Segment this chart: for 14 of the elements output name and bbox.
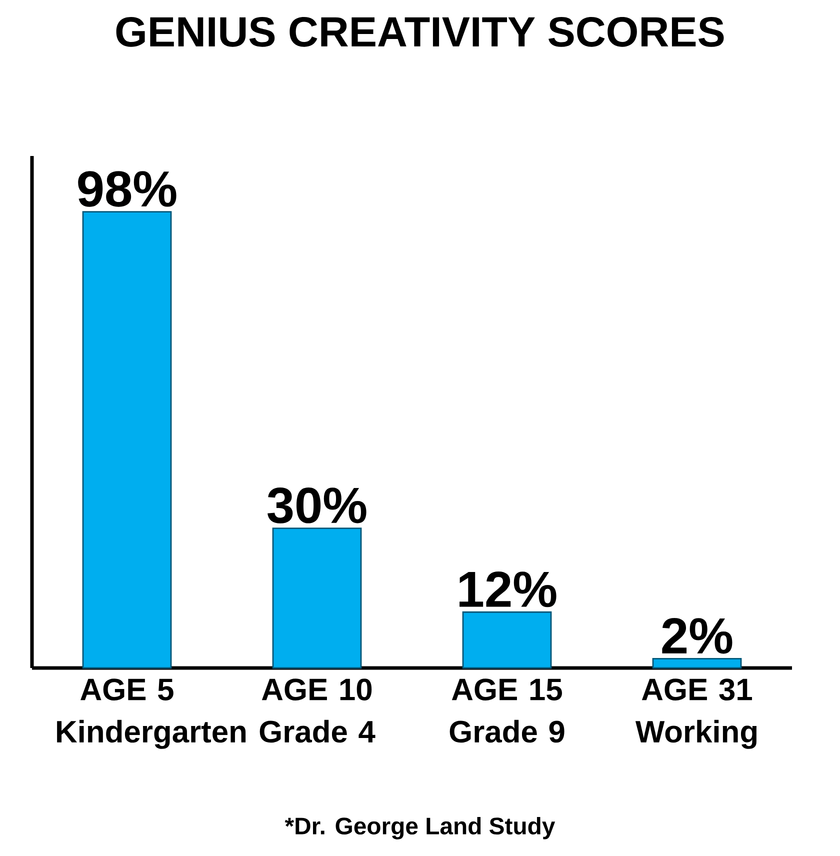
- x-tick-label: AGE 10 Grade 4: [260, 678, 376, 743]
- data-label: 98%: [78, 171, 176, 207]
- bar: [652, 658, 742, 669]
- data-label: 12%: [460, 571, 556, 608]
- chart-title: GENIUS CREATIVITY SCORES: [116, 16, 724, 47]
- x-tick-label: AGE 5 Kindergarten: [57, 678, 246, 749]
- x-tick-label: AGE 15 Grade 9: [450, 678, 564, 743]
- data-label: 30%: [268, 488, 366, 524]
- data-label: 2%: [662, 618, 732, 654]
- x-tick-label: AGE 31 Working: [635, 678, 757, 749]
- bar: [462, 611, 552, 669]
- text: *Dr. George Land Study: [284, 816, 556, 840]
- bar: [82, 211, 172, 669]
- bar: [272, 528, 362, 669]
